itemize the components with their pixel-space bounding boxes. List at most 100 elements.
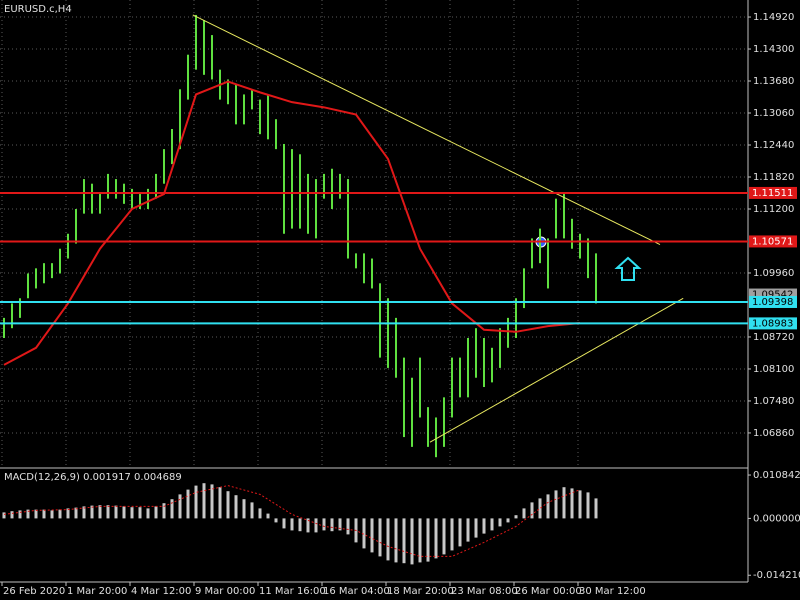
histogram-bar xyxy=(498,518,502,527)
y-tick-label: 1.08720 xyxy=(753,332,794,343)
x-tick-label: 9 Mar 00:00 xyxy=(195,586,255,597)
histogram-bar xyxy=(482,518,486,534)
histogram-bar xyxy=(514,515,518,519)
histogram-bar xyxy=(410,518,414,565)
histogram-bar xyxy=(266,513,270,519)
histogram-bar xyxy=(506,518,510,523)
moving-average xyxy=(3,80,581,366)
histogram-bar xyxy=(562,487,566,519)
y-tick-label: 1.08100 xyxy=(753,364,794,375)
y-tick-label: 1.13060 xyxy=(753,108,794,119)
histogram-bar xyxy=(282,518,286,529)
x-tick-label: 26 Feb 2020 xyxy=(3,586,65,597)
y-tick-label: 0.000000 xyxy=(753,513,800,524)
histogram-bar xyxy=(218,487,222,519)
histogram-bar xyxy=(346,518,350,535)
histogram-bar xyxy=(490,518,494,531)
histogram-bar xyxy=(578,490,582,519)
histogram-bar xyxy=(594,498,598,519)
level-label: 1.09398 xyxy=(752,297,793,308)
x-tick-label: 18 Mar 20:00 xyxy=(387,586,454,597)
histogram-bar xyxy=(82,506,86,519)
trend-line xyxy=(192,14,661,246)
histogram-bar xyxy=(50,510,54,519)
histogram-bar xyxy=(98,505,102,519)
histogram-bar xyxy=(170,499,174,519)
x-tick-label: 23 Mar 08:00 xyxy=(451,586,518,597)
histogram-bar xyxy=(2,512,6,519)
histogram-bar xyxy=(226,491,230,519)
histogram-bar xyxy=(306,518,310,533)
x-tick-label: 4 Mar 12:00 xyxy=(131,586,191,597)
chart-title: EURUSD.c,H4 xyxy=(4,4,72,15)
signal-line xyxy=(3,485,581,557)
y-tick-label: 0.010842 xyxy=(753,470,800,481)
y-tick-label: 1.07480 xyxy=(753,396,794,407)
histogram-bar xyxy=(314,518,318,533)
x-tick-label: 1 Mar 20:00 xyxy=(67,586,127,597)
level-label-box xyxy=(749,295,797,308)
level-label: 1.08983 xyxy=(752,318,793,329)
y-tick-label: 1.09960 xyxy=(753,268,794,279)
level-label: 1.10571 xyxy=(752,236,793,247)
y-tick-label: 1.14920 xyxy=(753,12,794,23)
histogram-bar xyxy=(466,518,470,542)
histogram-bar xyxy=(154,506,158,519)
histogram-bar xyxy=(386,518,390,561)
histogram-bar xyxy=(338,518,342,531)
histogram-bar xyxy=(362,518,366,549)
histogram-bar xyxy=(474,518,478,538)
y-tick-label: 1.12440 xyxy=(753,140,794,151)
histogram-bar xyxy=(442,518,446,555)
histogram-bar xyxy=(322,518,326,531)
histogram-bar xyxy=(138,507,142,519)
histogram-bar xyxy=(290,518,294,531)
histogram-bar xyxy=(522,508,526,519)
level-label-box xyxy=(749,317,797,330)
histogram-bar xyxy=(570,488,574,519)
histogram-bar xyxy=(538,498,542,519)
x-tick-label: 26 Mar 00:00 xyxy=(515,586,582,597)
histogram-bar xyxy=(146,508,150,519)
histogram-bar xyxy=(554,490,558,519)
histogram-bar xyxy=(434,518,438,559)
indicator-title: MACD(12,26,9) 0.001917 0.004689 xyxy=(4,472,182,483)
histogram-bar xyxy=(458,518,462,547)
y-tick-label: 1.11820 xyxy=(753,172,794,183)
histogram-bar xyxy=(18,510,22,519)
histogram-bar xyxy=(130,507,134,519)
histogram-bar xyxy=(234,495,238,519)
histogram-bar xyxy=(242,499,246,519)
histogram-bar xyxy=(586,492,590,519)
histogram-bar xyxy=(122,506,126,519)
histogram-bar xyxy=(370,518,374,553)
level-label-box xyxy=(749,186,797,199)
histogram-bar xyxy=(394,518,398,563)
histogram-bar xyxy=(258,508,262,519)
trend-line xyxy=(429,297,684,443)
histogram-bar xyxy=(74,507,78,519)
y-tick-label: -0.014210 xyxy=(753,570,800,581)
histogram-bar xyxy=(210,484,214,519)
histogram-bar xyxy=(26,509,30,519)
histogram-bar xyxy=(66,508,70,519)
histogram-bar xyxy=(402,518,406,564)
histogram-bar xyxy=(34,509,38,519)
histogram-bar xyxy=(530,502,534,519)
histogram-bar xyxy=(298,518,302,532)
level-label: 1.09542 xyxy=(752,290,793,301)
histogram-bar xyxy=(162,503,166,519)
level-label: 1.11511 xyxy=(752,188,793,199)
histogram-bar xyxy=(106,505,110,519)
histogram-bar xyxy=(10,511,14,519)
histogram-bar xyxy=(194,485,198,519)
histogram-bar xyxy=(58,509,62,519)
histogram-bar xyxy=(186,489,190,519)
histogram-bar xyxy=(90,505,94,519)
histogram-bar xyxy=(42,509,46,519)
level-label-box xyxy=(749,235,797,248)
y-tick-label: 1.14300 xyxy=(753,44,794,55)
